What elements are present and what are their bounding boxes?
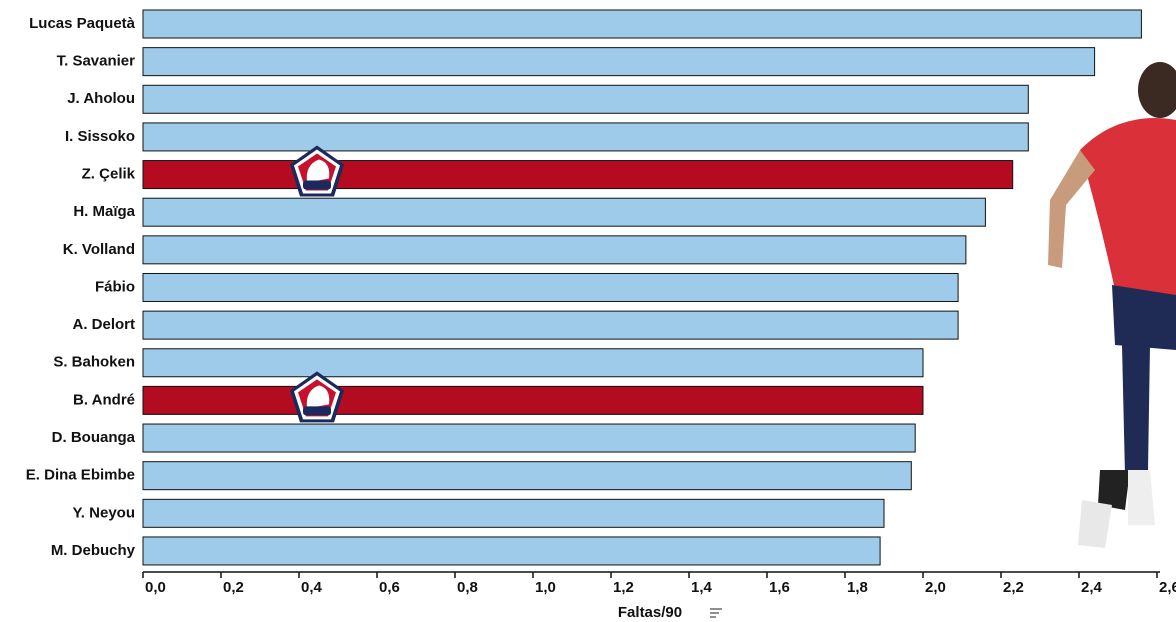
logo-band — [303, 406, 331, 416]
bar — [142, 9, 1142, 39]
y-tick-label: E. Dina Ebimbe — [26, 467, 135, 484]
x-tick-label: 1,8 — [847, 579, 868, 596]
bar — [142, 461, 912, 491]
bar — [142, 310, 959, 340]
sort-icon — [710, 608, 722, 618]
logo-mastiff — [306, 159, 330, 183]
y-tick-label: S. Bahoken — [53, 354, 135, 371]
x-tick-label: 0,6 — [379, 579, 400, 596]
x-tick-label: 2,0 — [925, 579, 946, 596]
x-tick-label: 0,0 — [145, 579, 166, 596]
x-axis-label: Faltas/90 — [618, 604, 682, 621]
x-tick-label: 1,4 — [691, 579, 713, 596]
x-tick-label: 0,2 — [223, 579, 244, 596]
y-tick-label: J. Aholou — [67, 90, 135, 107]
y-tick-label: Z. Çelik — [82, 166, 136, 183]
bar — [142, 272, 959, 302]
player-photo — [1048, 62, 1176, 548]
x-tick-label: 1,0 — [535, 579, 556, 596]
club-logo — [290, 371, 344, 423]
y-tick-label: Fábio — [95, 278, 135, 295]
y-tick-label: Lucas Paquetà — [29, 15, 136, 32]
y-tick-label: Y. Neyou — [72, 504, 135, 521]
x-tick-label: 1,6 — [769, 579, 790, 596]
y-tick-label: T. Savanier — [57, 53, 136, 70]
x-tick-label: 2,4 — [1081, 579, 1103, 596]
y-tick-label: I. Sissoko — [65, 128, 135, 145]
logo-mastiff — [306, 385, 330, 409]
bar — [142, 423, 916, 453]
x-tick-label: 1,2 — [613, 579, 634, 596]
bar — [142, 536, 881, 566]
bar — [142, 122, 1029, 152]
club-logo — [290, 145, 344, 197]
y-tick-label: B. André — [73, 391, 135, 408]
bar — [142, 385, 924, 415]
bar — [142, 498, 885, 528]
x-tick-label: 2,6 — [1159, 579, 1176, 596]
bar — [142, 160, 1014, 190]
y-tick-label: A. Delort — [72, 316, 135, 333]
bar — [142, 235, 967, 265]
bar — [142, 84, 1029, 114]
y-tick-label: H. Maïga — [73, 203, 135, 220]
x-tick-label: 2,2 — [1003, 579, 1024, 596]
bar — [142, 197, 986, 227]
x-tick-label: 0,8 — [457, 579, 478, 596]
y-tick-label: K. Volland — [63, 241, 135, 258]
x-tick-label: 0,4 — [301, 579, 323, 596]
bar — [142, 348, 924, 378]
y-tick-label: D. Bouanga — [52, 429, 136, 446]
bar — [142, 47, 1096, 77]
y-tick-label: M. Debuchy — [51, 542, 136, 559]
logo-band — [303, 180, 331, 190]
